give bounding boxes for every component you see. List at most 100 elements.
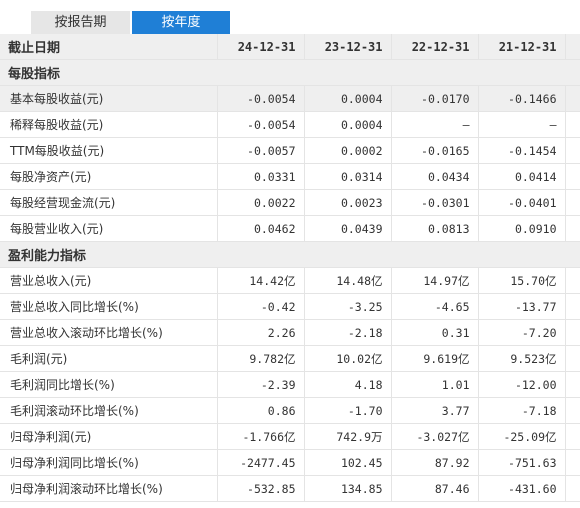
- row-value: 0.31: [391, 319, 479, 346]
- row-value: 0.0002: [304, 137, 392, 164]
- table-row[interactable]: 归母净利润(元) -1.766亿 742.9万 -3.027亿 -25.09亿: [0, 423, 580, 450]
- row-value: -0.0170: [391, 85, 479, 112]
- row-label: 毛利润同比增长(%): [0, 371, 218, 398]
- row-label: 毛利润(元): [0, 345, 218, 372]
- row-value: —: [478, 111, 566, 138]
- table-row[interactable]: 稀释每股收益(元) -0.0054 0.0004— —: [0, 111, 580, 138]
- row-value: 0.0813: [391, 215, 479, 242]
- table-header-row: 截止日期 24-12-31 23-12-31 22-12-31 21-12-31: [0, 34, 580, 60]
- row-value: -0.0301: [391, 189, 479, 216]
- financial-indicators-table: 截止日期 24-12-31 23-12-31 22-12-31 21-12-31…: [0, 34, 580, 502]
- row-value: 0.86: [217, 397, 305, 424]
- row-value: -2.39: [217, 371, 305, 398]
- row-pad: [565, 293, 580, 320]
- row-value: 0.0434: [391, 163, 479, 190]
- row-pad: [565, 397, 580, 424]
- header-pad: [565, 34, 580, 60]
- row-value: -1.766亿: [217, 423, 305, 450]
- row-label: 营业总收入滚动环比增长(%): [0, 319, 218, 346]
- row-value: 14.42亿: [217, 267, 305, 294]
- row-pad: [565, 371, 580, 398]
- row-value: 0.0414: [478, 163, 566, 190]
- row-pad: [565, 267, 580, 294]
- row-value: 0.0023: [304, 189, 392, 216]
- row-label: TTM每股收益(元): [0, 137, 218, 164]
- tab-by-year[interactable]: 按年度: [132, 11, 230, 34]
- row-pad: [565, 449, 580, 476]
- row-value: 0.0910: [478, 215, 566, 242]
- row-label: 归母净利润滚动环比增长(%): [0, 475, 218, 502]
- table-row[interactable]: 归母净利润滚动环比增长(%) -532.85 134.85 87.46 -431.60: [0, 475, 580, 502]
- row-value: 87.46: [391, 475, 479, 502]
- row-pad: [565, 475, 580, 502]
- row-value: -0.0401: [478, 189, 566, 216]
- table-row[interactable]: 营业总收入同比增长(%) -0.42 -3.25 -4.65 -13.77: [0, 293, 580, 320]
- row-value: -1.70: [304, 397, 392, 424]
- row-value: 0.0462: [217, 215, 305, 242]
- header-period: 21-12-31: [478, 34, 566, 60]
- header-date-label: 截止日期: [0, 34, 218, 60]
- header-period: 24-12-31: [217, 34, 305, 60]
- tab-by-report-period[interactable]: 按报告期: [31, 11, 130, 34]
- period-tab-bar: 按报告期 按年度: [0, 0, 580, 34]
- row-label: 营业总收入同比增长(%): [0, 293, 218, 320]
- row-value: -0.0054: [217, 111, 305, 138]
- table-row[interactable]: TTM每股收益(元) -0.0057 0.0002 -0.0165 -0.1454: [0, 137, 580, 164]
- row-pad: [565, 189, 580, 216]
- row-value: 15.70亿: [478, 267, 566, 294]
- row-pad: [565, 111, 580, 138]
- row-label: 营业总收入(元): [0, 267, 218, 294]
- row-value: -2.18: [304, 319, 392, 346]
- row-value: -25.09亿: [478, 423, 566, 450]
- row-pad: [565, 85, 580, 112]
- section-header-row: 每股指标: [0, 59, 580, 86]
- row-value: -3.027亿: [391, 423, 479, 450]
- table-row[interactable]: 毛利润滚动环比增长(%) 0.86 -1.70 3.77 -7.18: [0, 397, 580, 424]
- row-value: 14.48亿: [304, 267, 392, 294]
- table-row[interactable]: 归母净利润同比增长(%) -2477.45 102.45 87.92 -751.63: [0, 449, 580, 476]
- row-value: -431.60: [478, 475, 566, 502]
- row-value: -0.0165: [391, 137, 479, 164]
- row-value: 9.523亿: [478, 345, 566, 372]
- section-title: 每股指标: [0, 59, 580, 86]
- header-period: 22-12-31: [391, 34, 479, 60]
- table-row[interactable]: 每股净资产(元) 0.0331 0.0314 0.0434 0.0414: [0, 163, 580, 190]
- row-value: 10.02亿: [304, 345, 392, 372]
- row-value: -532.85: [217, 475, 305, 502]
- row-value: -2477.45: [217, 449, 305, 476]
- row-value: 0.0004: [304, 111, 392, 138]
- row-label: 归母净利润(元): [0, 423, 218, 450]
- table-row[interactable]: 营业总收入(元) 14.42亿 14.48亿 14.97亿 15.70亿: [0, 267, 580, 294]
- table-row[interactable]: 每股营业收入(元) 0.0462 0.0439 0.0813 0.0910: [0, 215, 580, 242]
- table-body: 每股指标 基本每股收益(元) -0.0054 0.0004 -0.0170 -0.1466…: [0, 59, 580, 502]
- table-row[interactable]: 基本每股收益(元) -0.0054 0.0004 -0.0170 -0.1466: [0, 85, 580, 112]
- table-row[interactable]: 营业总收入滚动环比增长(%) 2.26 -2.18 0.31 -7.20: [0, 319, 580, 346]
- row-value: -0.0054: [217, 85, 305, 112]
- row-pad: [565, 345, 580, 372]
- row-pad: [565, 423, 580, 450]
- table-row[interactable]: 毛利润(元) 9.782亿 10.02亿 9.619亿 9.523亿: [0, 345, 580, 372]
- row-label: 归母净利润同比增长(%): [0, 449, 218, 476]
- row-label: 每股净资产(元): [0, 163, 218, 190]
- row-value: 0.0439: [304, 215, 392, 242]
- row-pad: [565, 137, 580, 164]
- row-value: -4.65: [391, 293, 479, 320]
- row-value: 102.45: [304, 449, 392, 476]
- row-value: 134.85: [304, 475, 392, 502]
- row-label: 每股营业收入(元): [0, 215, 218, 242]
- section-header-row: 盈利能力指标: [0, 241, 580, 268]
- row-label: 稀释每股收益(元): [0, 111, 218, 138]
- row-value: 0.0022: [217, 189, 305, 216]
- row-value: -13.77: [478, 293, 566, 320]
- row-pad: [565, 163, 580, 190]
- table-row[interactable]: 毛利润同比增长(%) -2.39 4.18 1.01 -12.00: [0, 371, 580, 398]
- row-value: 4.18: [304, 371, 392, 398]
- row-value: 9.782亿: [217, 345, 305, 372]
- row-value: 87.92: [391, 449, 479, 476]
- row-value: -0.0057: [217, 137, 305, 164]
- row-value: 0.0331: [217, 163, 305, 190]
- table-row[interactable]: 每股经营现金流(元) 0.0022 0.0023 -0.0301 -0.0401: [0, 189, 580, 216]
- row-value: -12.00: [478, 371, 566, 398]
- row-pad: [565, 319, 580, 346]
- row-pad: [565, 215, 580, 242]
